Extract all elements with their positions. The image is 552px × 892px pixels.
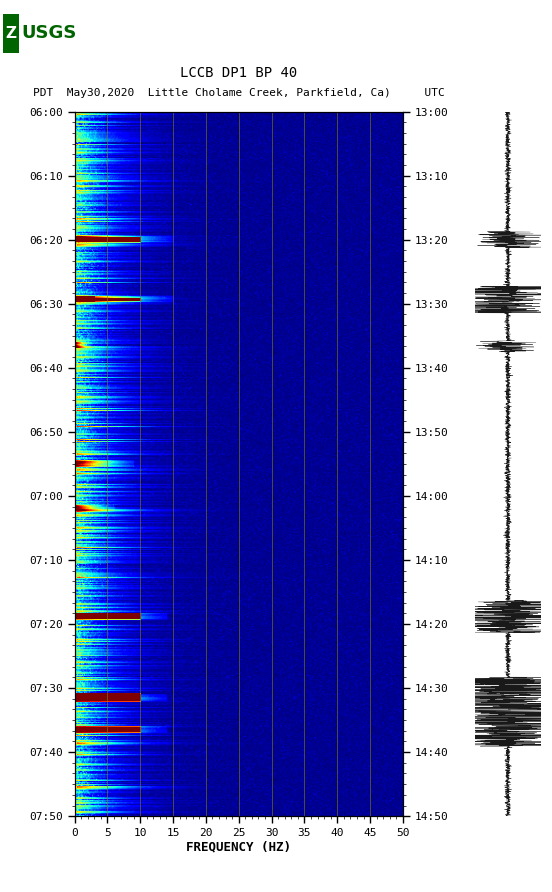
Text: Z: Z bbox=[5, 26, 16, 41]
X-axis label: FREQUENCY (HZ): FREQUENCY (HZ) bbox=[186, 841, 291, 854]
Text: USGS: USGS bbox=[22, 24, 77, 43]
FancyBboxPatch shape bbox=[3, 13, 19, 54]
Text: PDT  May30,2020  Little Cholame Creek, Parkfield, Ca)     UTC: PDT May30,2020 Little Cholame Creek, Par… bbox=[33, 88, 444, 98]
Text: LCCB DP1 BP 40: LCCB DP1 BP 40 bbox=[180, 66, 298, 80]
